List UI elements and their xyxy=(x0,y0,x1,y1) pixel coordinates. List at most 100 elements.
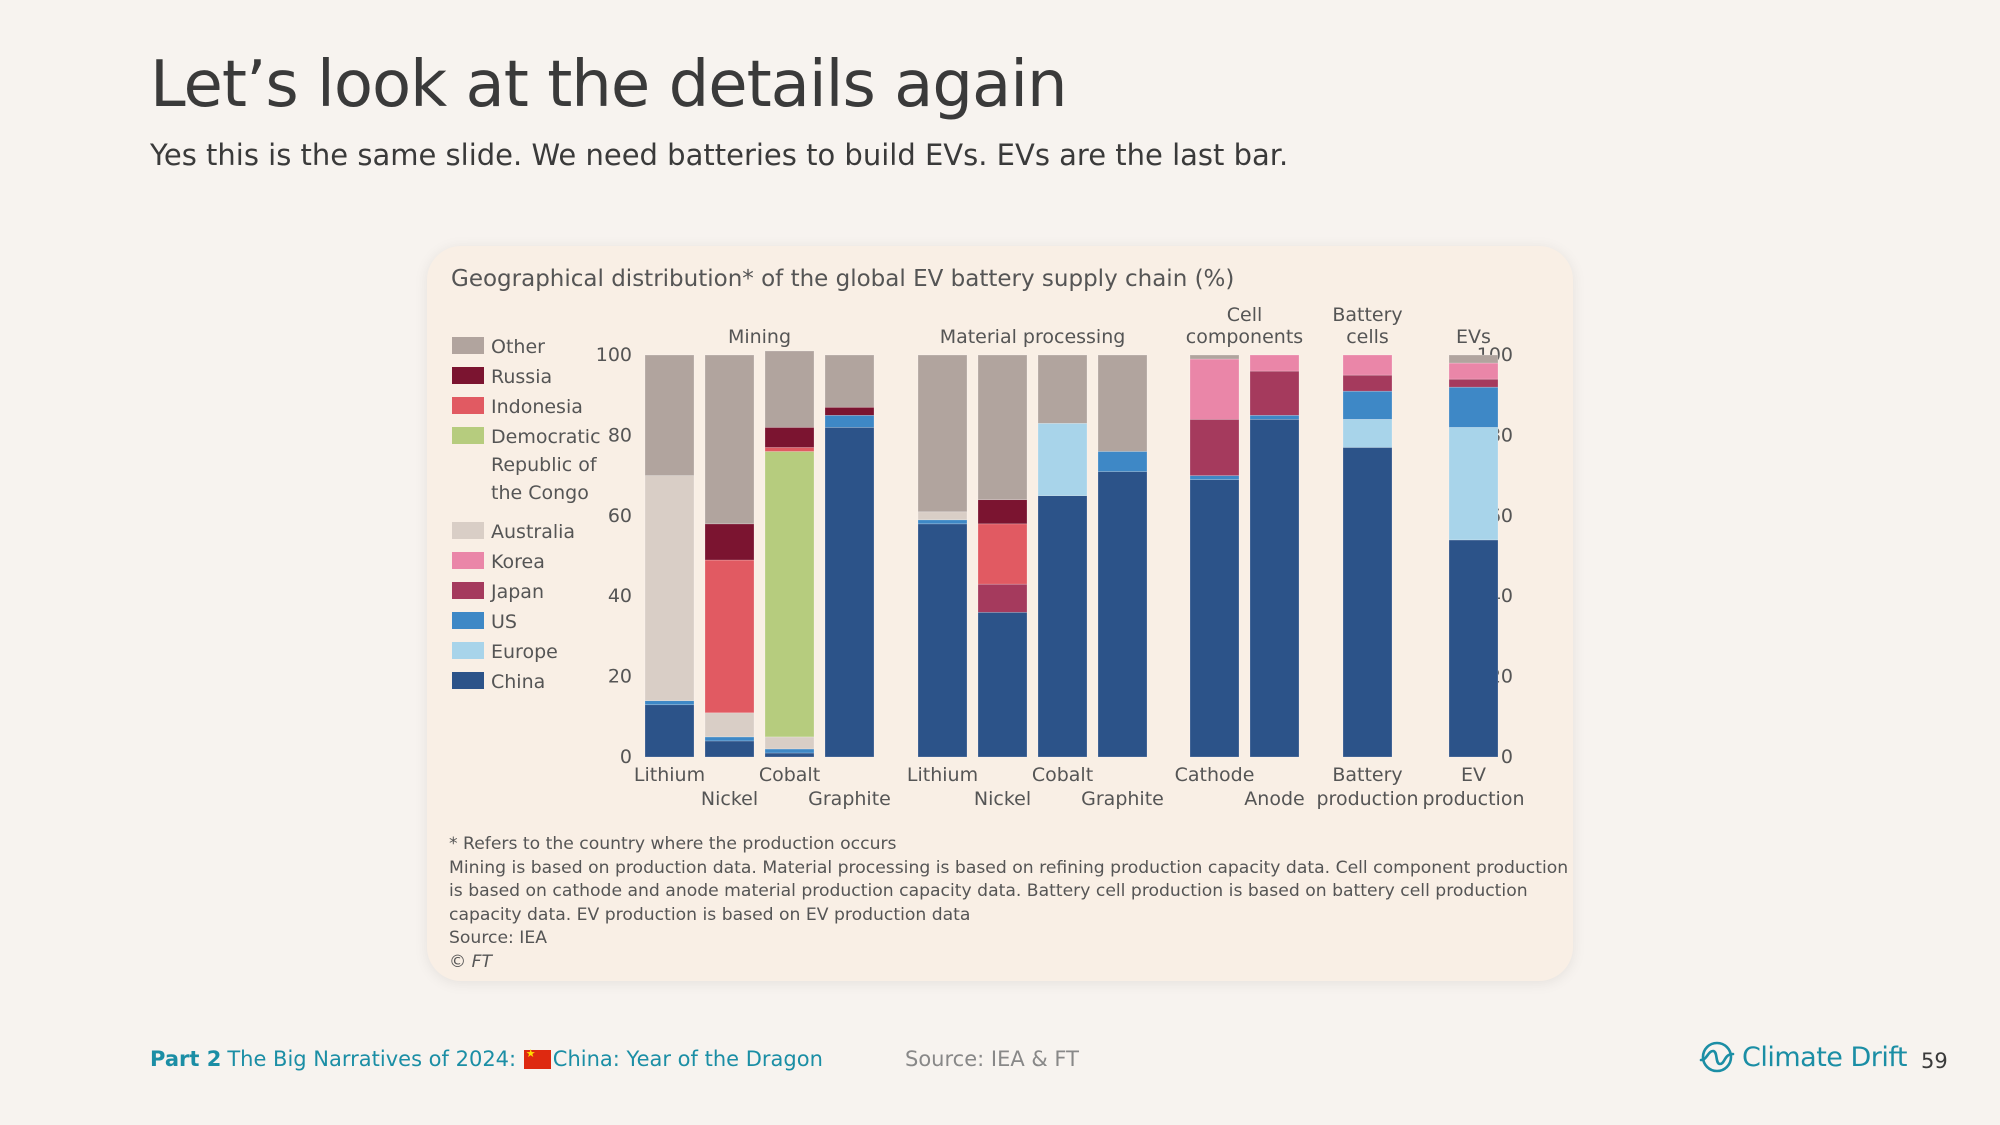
y-tick-left-40: 40 xyxy=(608,585,632,607)
legend-label-australia: Australia xyxy=(491,521,575,543)
legend-swatch-australia xyxy=(452,522,484,539)
footer-part-label: Part 2 xyxy=(150,1047,222,1071)
legend-swatch-china xyxy=(452,672,484,689)
bar-segment-australia-4 xyxy=(917,511,968,521)
bar-segment-russia-1 xyxy=(704,523,755,561)
bar-segment-japan-9 xyxy=(1249,370,1300,416)
legend-label-japan: Japan xyxy=(490,581,544,603)
legend-swatch-japan xyxy=(452,582,484,599)
bar-segment-australia-2 xyxy=(764,736,815,750)
bar-segment-russia-2 xyxy=(764,427,815,448)
chart-title: Geographical distribution* of the global… xyxy=(451,266,1234,292)
group-header-cell-components-0: Cell xyxy=(1227,304,1263,326)
x-label-10: Battery xyxy=(1332,764,1402,786)
slide-title: Let’s look at the details again xyxy=(150,48,1068,122)
bar-segment-us-10 xyxy=(1342,390,1393,420)
bar-segment-australia-0 xyxy=(644,475,695,702)
bar-segment-us-8 xyxy=(1189,475,1240,480)
y-tick-left-0: 0 xyxy=(620,746,632,768)
legend-label-democratic-republic-of-the-congo-1: Republic of xyxy=(491,454,598,476)
x-label-12: EV xyxy=(1461,764,1486,786)
chart-notes: * Refers to the country where the produc… xyxy=(449,833,1569,974)
x-label-4: Lithium xyxy=(907,764,978,786)
bar-segment-democratic-republic-of-the-congo-2 xyxy=(764,451,815,738)
legend-label-korea: Korea xyxy=(491,551,545,573)
group-header-material-processing: Material processing xyxy=(940,326,1126,348)
chart-card: Geographical distribution* of the global… xyxy=(427,246,1573,981)
note-source: Source: IEA xyxy=(449,928,547,948)
legend-label-democratic-republic-of-the-congo-0: Democratic xyxy=(491,426,601,448)
x-label-2: Cobalt xyxy=(759,764,820,786)
bar-segment-indonesia-5 xyxy=(977,523,1028,585)
x-label-5: Nickel xyxy=(974,788,1031,810)
legend-swatch-other xyxy=(452,337,484,354)
chart-svg: Geographical distribution* of the global… xyxy=(451,266,1525,810)
note-footnote: * Refers to the country where the produc… xyxy=(449,834,897,854)
legend-label-other: Other xyxy=(491,336,545,358)
brand-name: Climate Drift xyxy=(1742,1041,1908,1073)
footer-section-text-2: China: Year of the Dragon xyxy=(552,1047,823,1071)
group-header-battery-cells-1: cells xyxy=(1346,326,1389,348)
bar-segment-china-6 xyxy=(1037,495,1088,758)
bar-segment-japan-10 xyxy=(1342,374,1393,392)
bar-segment-other-11 xyxy=(1448,354,1499,364)
bar-segment-other-8 xyxy=(1189,354,1240,360)
y-tick-left-100: 100 xyxy=(596,344,632,366)
legend-swatch-us xyxy=(452,612,484,629)
note-copyright: © FT xyxy=(449,951,493,972)
bar-segment-japan-5 xyxy=(977,583,1028,613)
bar-segment-other-1 xyxy=(704,354,755,525)
group-header-battery-cells-0: Battery xyxy=(1332,304,1402,326)
x-label-7: Graphite xyxy=(1081,788,1164,810)
legend-swatch-europe xyxy=(452,642,484,659)
bar-segment-us-9 xyxy=(1249,415,1300,420)
bar-segment-korea-11 xyxy=(1448,362,1499,380)
page-number: 59 xyxy=(1921,1049,1948,1073)
bar-segment-korea-9 xyxy=(1249,354,1300,372)
bar-segment-other-3 xyxy=(824,354,875,408)
bar-segment-australia-1 xyxy=(704,712,755,738)
bar-segment-other-5 xyxy=(977,354,1028,501)
bar-segment-russia-3 xyxy=(824,406,875,416)
y-tick-left-80: 80 xyxy=(608,424,632,446)
bar-segment-china-0 xyxy=(644,704,695,758)
bar-segment-us-2 xyxy=(764,748,815,754)
x-label-0: Lithium xyxy=(634,764,705,786)
group-header-cell-components-1: components xyxy=(1186,326,1303,348)
bar-segment-us-1 xyxy=(704,736,755,742)
bar-segment-china-1 xyxy=(704,740,755,758)
footer-source: Source: IEA & FT xyxy=(905,1047,1079,1071)
bar-segment-other-6 xyxy=(1037,354,1088,424)
legend-label-china: China xyxy=(491,671,545,693)
legend-swatch-democratic-republic-of-the-congo xyxy=(452,427,484,444)
legend-swatch-indonesia xyxy=(452,397,484,414)
bar-segment-us-4 xyxy=(917,519,968,525)
bar-segment-us-0 xyxy=(644,700,695,706)
bar-segment-korea-8 xyxy=(1189,358,1240,420)
legend-label-us: US xyxy=(491,611,517,633)
x-label-8: Cathode xyxy=(1175,764,1255,786)
bar-segment-china-5 xyxy=(977,611,1028,758)
legend-label-democratic-republic-of-the-congo-2: the Congo xyxy=(491,482,589,504)
x-label-3: Graphite xyxy=(808,788,891,810)
china-flag-icon xyxy=(523,1047,551,1069)
bar-segment-other-4 xyxy=(917,354,968,513)
note-method-1: Mining is based on production data. Mate… xyxy=(449,857,1569,878)
legend-swatch-russia xyxy=(452,367,484,384)
y-tick-left-60: 60 xyxy=(608,505,632,527)
bar-segment-china-8 xyxy=(1189,479,1240,758)
note-method-2: is based on cathode and anode material p… xyxy=(449,881,1528,901)
note-method-3: capacity data. EV production is based on… xyxy=(449,904,971,925)
bar-segment-china-4 xyxy=(917,523,968,758)
bar-segment-china-10 xyxy=(1342,447,1393,758)
bar-segment-china-11 xyxy=(1448,539,1499,758)
bar-segment-korea-10 xyxy=(1342,354,1393,376)
group-header-evs: EVs xyxy=(1456,326,1491,348)
brand-logo: Climate Drift xyxy=(1698,1038,1908,1076)
legend-label-russia: Russia xyxy=(491,366,552,388)
bar-segment-other-0 xyxy=(644,354,695,476)
legend-swatch-korea xyxy=(452,552,484,569)
x-label-11: production xyxy=(1316,788,1418,810)
y-tick-left-20: 20 xyxy=(608,666,632,688)
